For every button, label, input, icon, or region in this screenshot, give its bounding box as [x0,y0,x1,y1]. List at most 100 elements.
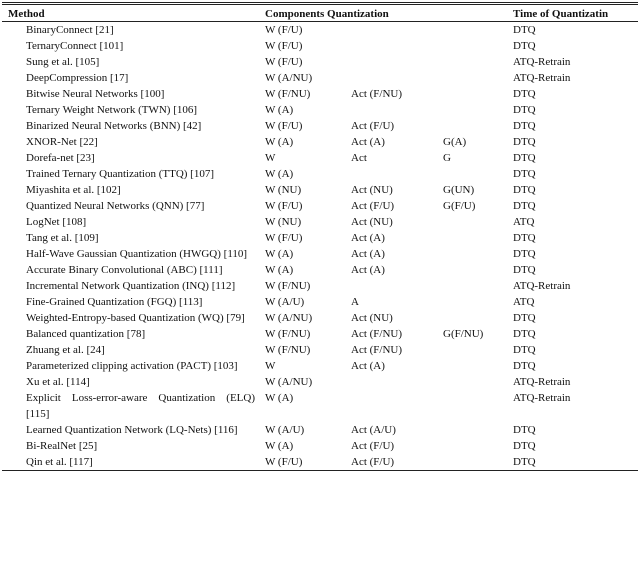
time-cell: DTQ [513,344,536,356]
time-cell: DTQ [513,456,536,468]
activations-cell: Act (F/NU) [351,88,403,100]
weights-cell: W (A) [265,248,294,260]
method-cell: Tang et al. [109] [26,232,99,244]
table-row: Weighted-Entropy-based Quantization (WQ)… [2,310,638,326]
weights-cell: W (F/NU) [265,280,311,292]
method-cell: Miyashita et al. [102] [26,184,121,196]
gradients-cell: G [443,152,451,164]
time-cell: DTQ [513,264,536,276]
activations-cell [345,38,437,54]
activations-cell [345,70,437,86]
time-cell: DTQ [513,232,536,244]
table-row: Bi-RealNet [25] W (A) Act (F/U) DTQ [2,438,638,454]
time-cell: DTQ [513,152,536,164]
method-cell: Qin et al. [117] [26,456,93,468]
gradients-cell [437,102,507,118]
gradients-cell [437,54,507,70]
method-cell: LogNet [108] [26,216,87,228]
weights-cell: W (NU) [265,216,302,228]
activations-cell: Act (F/U) [351,456,395,468]
time-cell: ATQ [513,216,535,228]
method-cell: DeepCompression [17] [26,72,129,84]
table-body: BinaryConnect [21] W (F/U) DTQ TernaryConne… [2,22,638,471]
gradients-cell [437,262,507,278]
time-cell: DTQ [513,104,536,116]
gradients-cell [437,294,507,310]
method-cell: Parameterized clipping activation (PACT)… [26,360,238,372]
activations-cell: Act (A/U) [351,424,396,436]
method-cell: Bitwise Neural Networks [100] [26,88,165,100]
gradients-cell [437,342,507,358]
weights-cell: W (NU) [265,184,302,196]
time-cell: DTQ [513,200,536,212]
gradients-cell: G(F/NU) [443,328,484,340]
gradients-cell [437,390,507,422]
time-cell: ATQ-Retrain [513,392,571,404]
weights-cell: W (A) [265,168,294,180]
gradients-cell [437,166,507,182]
table-row: Tang et al. [109] W (F/U) Act (A) DTQ [2,230,638,246]
time-cell: DTQ [513,120,536,132]
weights-cell: W (A) [265,392,294,404]
activations-cell [345,54,437,70]
time-cell: DTQ [513,328,536,340]
activations-cell [345,278,437,294]
time-cell: DTQ [513,312,536,324]
method-cell: Accurate Binary Convolutional (ABC) [111… [26,264,223,276]
weights-cell: W [265,152,276,164]
gradients-cell [437,374,507,390]
method-cell: Bi-RealNet [25] [26,440,98,452]
quantization-table: Method Components Quantization Time of Q… [2,2,638,471]
method-cell: Binarized Neural Networks (BNN) [42] [26,120,202,132]
method-cell: Xu et al. [114] [26,376,90,388]
weights-cell: W (F/U) [265,120,303,132]
activations-cell: Act (F/NU) [351,344,403,356]
table-row: Explicit Loss-error-aware Quantization (… [2,390,638,422]
activations-cell: Act (F/NU) [351,328,403,340]
activations-cell: Act (NU) [351,312,393,324]
table-row: Incremental Network Quantization (INQ) [… [2,278,638,294]
gradients-cell [437,358,507,374]
weights-cell: W (F/U) [265,456,303,468]
activations-cell: Act [351,152,367,164]
table-row: Learned Quantization Network (LQ-Nets) [… [2,422,638,438]
gradients-cell [437,86,507,102]
header-row: Method Components Quantization Time of Q… [2,3,638,22]
activations-cell [345,374,437,390]
method-cell: Sung et al. [105] [26,56,100,68]
table-row: Qin et al. [117] W (F/U) Act (F/U) DTQ [2,454,638,471]
activations-cell: Act (F/U) [351,120,395,132]
weights-cell: W (A) [265,136,294,148]
weights-cell: W (F/U) [265,232,303,244]
method-cell: TernaryConnect [101] [26,40,124,52]
activations-cell: Act (A) [351,360,385,372]
method-cell: Dorefa-net [23] [26,152,95,164]
time-cell: ATQ-Retrain [513,56,571,68]
weights-cell: W (F/NU) [265,344,311,356]
time-cell: DTQ [513,136,536,148]
table-row: BinaryConnect [21] W (F/U) DTQ [2,22,638,39]
table-row: Accurate Binary Convolutional (ABC) [111… [2,262,638,278]
weights-cell: W (A) [265,104,294,116]
activations-cell: A [351,296,359,308]
gradients-cell [437,454,507,471]
header-components: Components Quantization [259,3,507,22]
table-row: DeepCompression [17] W (A/NU) ATQ-Retrain [2,70,638,86]
weights-cell: W (A) [265,440,294,452]
gradients-cell [437,422,507,438]
gradients-cell [437,278,507,294]
table-row: Binarized Neural Networks (BNN) [42] W (F… [2,118,638,134]
table-row: Xu et al. [114] W (A/NU) ATQ-Retrain [2,374,638,390]
table-row: TernaryConnect [101] W (F/U) DTQ [2,38,638,54]
activations-cell: Act (A) [351,232,385,244]
activations-cell: Act (NU) [351,216,393,228]
method-cell: Half-Wave Gaussian Quantization (HWGQ) [… [26,248,248,260]
gradients-cell [437,118,507,134]
header-time: Time of Quantizatin [507,3,638,22]
activations-cell: Act (A) [351,264,385,276]
time-cell: ATQ-Retrain [513,376,571,388]
gradients-cell [437,214,507,230]
table-row: LogNet [108] W (NU) Act (NU) ATQ [2,214,638,230]
weights-cell: W (A/NU) [265,72,313,84]
